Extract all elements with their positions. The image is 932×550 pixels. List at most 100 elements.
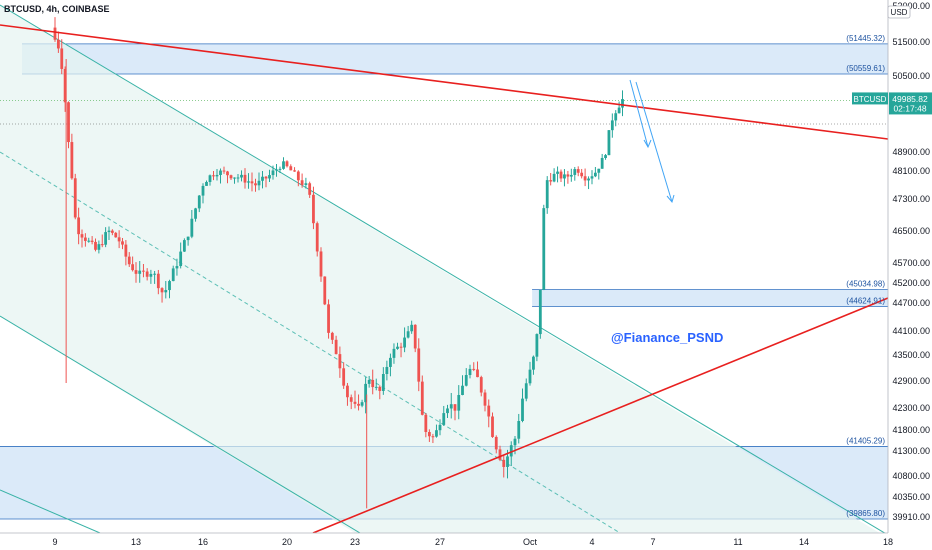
candle-body-117 <box>472 368 476 370</box>
candle-body-37 <box>182 240 186 252</box>
candle-body-55 <box>247 181 250 183</box>
candle-body-93 <box>385 366 389 374</box>
price-tick-8: 45200.00 <box>892 278 930 288</box>
watermark-text: @Fianance_PSND <box>611 330 723 345</box>
candle-body-144 <box>569 174 573 177</box>
candle-body-131 <box>524 383 528 399</box>
resistance-trendline <box>0 24 888 140</box>
candle-body-96 <box>396 346 399 349</box>
zone-0 <box>22 43 888 74</box>
candle-body-136 <box>542 208 546 290</box>
candle-body-153 <box>600 157 604 169</box>
candle-body-137 <box>545 180 549 209</box>
candle-body-58 <box>257 180 261 186</box>
candle-body-30 <box>156 273 160 289</box>
candle-body-26 <box>142 270 145 272</box>
candle-body-45 <box>212 175 215 177</box>
candle-body-61 <box>268 175 271 179</box>
candle-body-84 <box>353 401 357 404</box>
candle-body-15 <box>104 232 108 245</box>
channel-outer <box>0 489 101 533</box>
price-tick-12: 42900.00 <box>892 376 930 386</box>
candle-body-128 <box>513 438 517 446</box>
candle-body-60 <box>264 176 268 179</box>
candle-body-85 <box>357 403 360 406</box>
candles <box>53 17 624 509</box>
candle-body-115 <box>464 375 468 386</box>
candle-body-114 <box>461 385 464 396</box>
candle-body-86 <box>360 402 364 406</box>
candle-body-40 <box>194 208 197 219</box>
candle-body-140 <box>556 171 559 174</box>
candle-body-105 <box>427 432 431 437</box>
candle-body-32 <box>164 290 168 293</box>
candle-body-155 <box>607 130 611 156</box>
candle-body-104 <box>424 414 428 433</box>
candle-body-101 <box>413 324 417 349</box>
level-label-2: (45034.98) <box>846 280 885 289</box>
candle-body-109 <box>442 413 446 425</box>
candle-body-118 <box>476 369 479 378</box>
candle-body-130 <box>521 398 524 422</box>
candle-body-65 <box>282 161 285 169</box>
price-badge-bg <box>889 92 932 115</box>
level-label-4: (41405.29) <box>846 437 885 446</box>
date-tick-9: 11 <box>733 537 742 547</box>
candle-body-19 <box>117 237 121 242</box>
candle-body-81 <box>342 368 346 386</box>
candle-body-67 <box>289 166 293 171</box>
candle-body-71 <box>304 183 308 185</box>
arrow-1-shaft <box>629 79 649 148</box>
date-tick-10: 14 <box>799 537 809 547</box>
candle-body-39 <box>190 218 194 237</box>
candle-body-112 <box>453 404 457 411</box>
candle-body-107 <box>435 430 438 437</box>
candle-body-56 <box>250 181 254 184</box>
candle-body-76 <box>323 276 327 305</box>
candle-body-120 <box>483 392 487 406</box>
level-label-5: (39865.80) <box>846 509 885 518</box>
candle-body-36 <box>179 251 183 267</box>
candle-body-97 <box>399 346 403 348</box>
candle-body-34 <box>171 268 175 282</box>
projection-arrows <box>629 79 675 204</box>
candle-body-50 <box>229 175 233 179</box>
candle-body-33 <box>168 281 171 291</box>
candle-body-116 <box>468 368 472 376</box>
candle-body-35 <box>175 266 179 269</box>
price-tick-0: 52000.00 <box>892 1 930 11</box>
candle-body-9 <box>83 237 87 241</box>
candle-body-106 <box>431 436 435 438</box>
candle-body-83 <box>349 397 353 402</box>
candle-body-110 <box>446 408 449 414</box>
candle-body-129 <box>517 421 521 439</box>
price-tick-13: 42300.00 <box>892 403 930 413</box>
date-tick-5: 27 <box>435 537 445 547</box>
candle-body-80 <box>338 354 342 369</box>
level-label-1: (50559.61) <box>846 64 885 73</box>
currency-badge: USD <box>891 8 908 17</box>
candle-body-159 <box>621 99 624 108</box>
candle-body-21 <box>124 244 128 257</box>
price-tick-4: 48100.00 <box>892 166 930 176</box>
channel-fill <box>0 5 888 533</box>
date-tick-6: Oct <box>523 537 538 547</box>
candle-body-13 <box>97 244 101 250</box>
candle-body-63 <box>275 169 278 171</box>
candle-body-87 <box>364 383 368 403</box>
price-tick-2: 50500.00 <box>892 71 930 81</box>
candle-body-141 <box>559 171 563 179</box>
candle-body-10 <box>87 240 91 242</box>
candle-body-133 <box>532 356 535 370</box>
date-tick-3: 20 <box>282 537 292 547</box>
candle-body-73 <box>312 194 315 224</box>
candle-body-53 <box>240 174 243 178</box>
candle-body-4 <box>67 102 70 143</box>
candle-body-44 <box>208 175 212 182</box>
candle-body-8 <box>80 234 84 238</box>
price-tick-17: 40350.00 <box>892 492 930 502</box>
candle-body-147 <box>580 172 584 177</box>
candle-body-123 <box>494 436 498 450</box>
arrow-2-head <box>666 194 675 204</box>
